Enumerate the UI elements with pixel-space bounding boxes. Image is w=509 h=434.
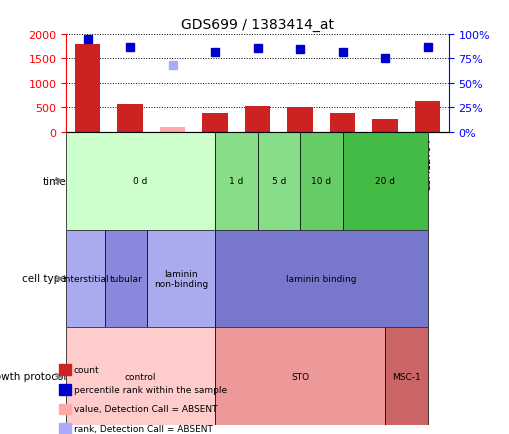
Text: 1 d: 1 d	[229, 177, 243, 186]
Text: laminin binding: laminin binding	[286, 274, 356, 283]
Text: growth protocol: growth protocol	[0, 372, 66, 381]
Bar	[372, 120, 397, 132]
Text: 5 d: 5 d	[271, 177, 286, 186]
Text: time: time	[43, 176, 66, 186]
FancyBboxPatch shape	[257, 132, 299, 230]
Text: control: control	[125, 372, 156, 381]
FancyBboxPatch shape	[299, 132, 342, 230]
FancyBboxPatch shape	[215, 230, 427, 328]
Title: GDS699 / 1383414_at: GDS699 / 1383414_at	[181, 18, 333, 32]
FancyBboxPatch shape	[66, 230, 104, 328]
Text: STO: STO	[291, 372, 308, 381]
Text: tubular: tubular	[109, 274, 142, 283]
FancyBboxPatch shape	[104, 230, 147, 328]
Text: 10 d: 10 d	[310, 177, 331, 186]
FancyBboxPatch shape	[66, 328, 215, 425]
FancyBboxPatch shape	[147, 230, 215, 328]
Bar	[75, 44, 100, 132]
Bar	[414, 102, 439, 132]
Bar	[287, 108, 312, 132]
Text: cell type: cell type	[21, 274, 66, 284]
FancyBboxPatch shape	[66, 132, 215, 230]
Text: value, Detection Call = ABSENT: value, Detection Call = ABSENT	[74, 404, 217, 413]
Text: 20 d: 20 d	[374, 177, 394, 186]
FancyBboxPatch shape	[215, 328, 384, 425]
Bar	[244, 106, 270, 132]
FancyBboxPatch shape	[215, 132, 257, 230]
Bar	[117, 104, 143, 132]
FancyBboxPatch shape	[384, 328, 427, 425]
Bar	[159, 128, 185, 132]
Text: 0 d: 0 d	[133, 177, 148, 186]
Text: laminin
non-binding: laminin non-binding	[154, 269, 208, 289]
Text: count: count	[74, 365, 99, 374]
Bar	[329, 114, 355, 132]
Bar	[202, 114, 228, 132]
Text: MSC-1: MSC-1	[391, 372, 420, 381]
FancyBboxPatch shape	[342, 132, 427, 230]
Text: rank, Detection Call = ABSENT: rank, Detection Call = ABSENT	[74, 424, 212, 433]
Text: percentile rank within the sample: percentile rank within the sample	[74, 385, 227, 394]
Text: interstitial: interstitial	[62, 274, 108, 283]
